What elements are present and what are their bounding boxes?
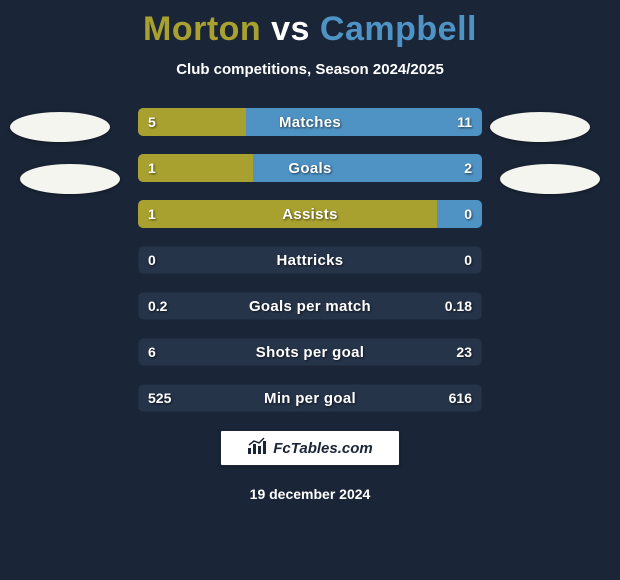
stat-label: Hattricks [138, 246, 482, 274]
player1-name: Morton [143, 10, 261, 48]
stat-row: 10Assists [138, 200, 482, 228]
decorative-ellipse [10, 112, 110, 142]
stat-label: Shots per goal [138, 338, 482, 366]
stat-row: 12Goals [138, 154, 482, 182]
stat-label: Min per goal [138, 384, 482, 412]
vs-separator: vs [261, 10, 320, 48]
stat-label: Assists [138, 200, 482, 228]
brand-badge: FcTables.com [220, 430, 400, 466]
stat-label: Goals per match [138, 292, 482, 320]
stat-rows-container: 511Matches 12Goals 10Assists 00Hattricks 0.2… [138, 108, 482, 412]
decorative-ellipse [20, 164, 120, 194]
brand-chart-icon [247, 437, 267, 460]
stat-row: 0.20.18Goals per match [138, 292, 482, 320]
stat-row: 00Hattricks [138, 246, 482, 274]
season-subtitle: Club competitions, Season 2024/2025 [0, 61, 620, 78]
stat-row: 511Matches [138, 108, 482, 136]
brand-text: FcTables.com [273, 440, 372, 457]
comparison-chart: 511Matches 12Goals 10Assists 00Hattricks 0.2… [0, 108, 620, 412]
comparison-title: Morton vs Campbell [0, 0, 620, 49]
decorative-ellipse [500, 164, 600, 194]
player2-name: Campbell [320, 10, 477, 48]
stat-label: Matches [138, 108, 482, 136]
footer-date: 19 december 2024 [0, 486, 620, 502]
stat-row: 623Shots per goal [138, 338, 482, 366]
stat-row: 525616Min per goal [138, 384, 482, 412]
stat-label: Goals [138, 154, 482, 182]
decorative-ellipse [490, 112, 590, 142]
